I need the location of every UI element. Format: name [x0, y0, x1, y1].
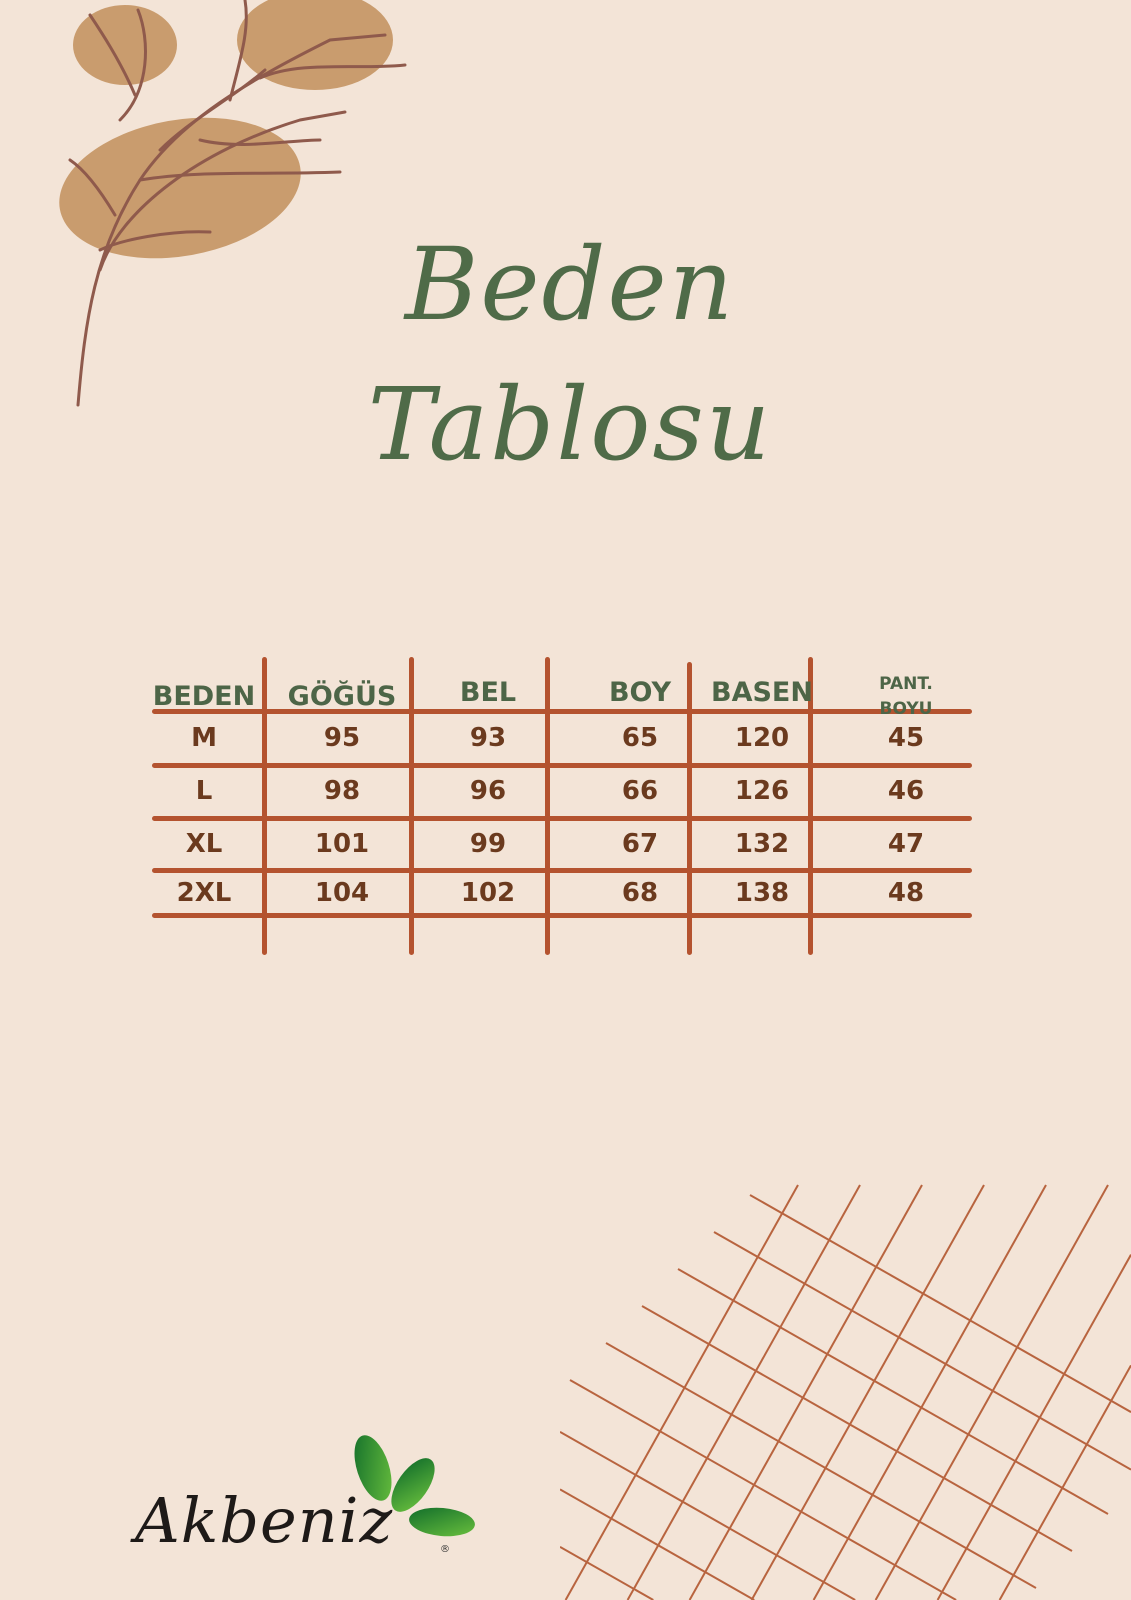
header-bel: BEL	[459, 677, 517, 708]
branch	[68, 0, 407, 407]
grid-line	[569, 1379, 957, 1600]
header-basen: BASEN	[711, 677, 813, 708]
page-title-line1: Beden	[404, 226, 736, 343]
table-cell: 68	[621, 878, 659, 908]
table-cell: 99	[469, 829, 507, 859]
table-divider	[687, 662, 692, 955]
table-cell: 93	[469, 723, 507, 753]
table-cell: M	[191, 723, 217, 753]
table-rule	[152, 868, 972, 873]
table-cell: 48	[887, 878, 925, 908]
table-cell: L	[195, 776, 213, 806]
header-boy: BOY	[608, 677, 672, 708]
leaf-branch-decoration	[59, 0, 407, 407]
table-divider	[409, 657, 414, 955]
table-divider	[545, 657, 550, 955]
grid-line	[564, 1184, 799, 1600]
grid-line	[688, 1184, 923, 1600]
table-rule	[152, 763, 972, 768]
grid-line	[812, 1184, 1047, 1600]
blob	[73, 5, 177, 85]
header-pant: PANT.	[879, 674, 933, 694]
brand-logo-text: Akbeniz	[135, 1484, 394, 1557]
grid-line	[936, 1254, 1131, 1600]
table-cell: 46	[887, 776, 925, 806]
table-cell: 45	[887, 723, 925, 753]
table-cell: 104	[314, 878, 370, 908]
header-pant-boyu: PANT. BOYU	[846, 672, 966, 721]
table-rule	[152, 816, 972, 821]
leaf-logo-icon	[354, 1435, 475, 1537]
grid-line	[560, 1430, 856, 1600]
grid-line	[677, 1268, 1109, 1515]
grid-line	[750, 1184, 985, 1600]
grid-line	[560, 1545, 654, 1600]
table-cell: 67	[621, 829, 659, 859]
table-cell: 96	[469, 776, 507, 806]
table-cell: 120	[734, 723, 790, 753]
page-title-line2: Tablosu	[367, 366, 773, 483]
header-gogus: GÖĞÜS	[287, 681, 397, 712]
table-rule	[152, 913, 972, 918]
header-beden: BEDEN	[152, 681, 256, 712]
table-cell: 95	[323, 723, 361, 753]
grid-line	[998, 1364, 1131, 1600]
header-boyu: BOYU	[879, 698, 933, 719]
grid-line	[874, 1184, 1109, 1600]
table-cell: 138	[734, 878, 790, 908]
grid-line	[641, 1305, 1073, 1552]
grid-line	[713, 1231, 1131, 1471]
table-divider	[808, 657, 813, 955]
grid-decoration	[560, 1184, 1131, 1600]
table-cell: XL	[185, 829, 223, 859]
grid-line	[560, 1488, 755, 1600]
table-cell: 66	[621, 776, 659, 806]
table-cell: 126	[734, 776, 790, 806]
table-cell: 102	[460, 878, 516, 908]
table-cell: 98	[323, 776, 361, 806]
table-cell: 47	[887, 829, 925, 859]
table-cell: 132	[734, 829, 790, 859]
grid-line	[749, 1194, 1131, 1413]
table-cell: 2XL	[176, 878, 232, 908]
blob	[59, 117, 301, 259]
table-cell: 101	[314, 829, 370, 859]
registered-mark: ®	[440, 1544, 450, 1555]
grid-line	[626, 1184, 861, 1600]
grid-line	[605, 1342, 1037, 1589]
table-cell: 65	[621, 723, 659, 753]
table-rule	[152, 709, 972, 714]
table-divider	[262, 657, 267, 955]
